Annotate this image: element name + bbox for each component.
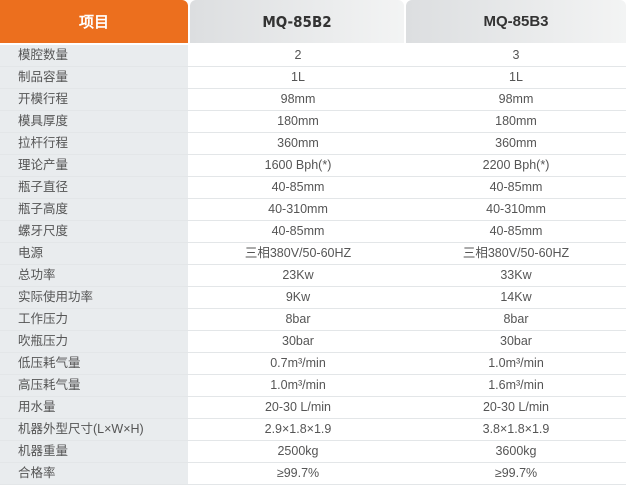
row-label: 制品容量	[0, 67, 188, 88]
value-model-a: 8bar	[285, 312, 311, 326]
value-model-a: 20-30 L/min	[264, 400, 331, 414]
table-row: 总功率 23Kw 33Kw	[0, 265, 626, 287]
row-label: 用水量	[0, 397, 188, 418]
value-model-b: 1L	[509, 70, 523, 84]
value-model-b: 360mm	[495, 136, 537, 150]
value-model-b: 33Kw	[500, 268, 532, 282]
table-row: 模腔数量 2 3	[0, 45, 626, 67]
value-model-a: 2.9×1.8×1.9	[264, 422, 332, 436]
table-row: 开模行程 98mm 98mm	[0, 89, 626, 111]
value-model-b: 3600kg	[495, 444, 537, 458]
row-label: 高压耗气量	[0, 375, 188, 396]
value-model-b: 40-85mm	[489, 224, 543, 238]
value-model-a: 2	[294, 48, 302, 62]
value-model-b: 180mm	[495, 114, 537, 128]
value-model-b: 1.6m³/min	[488, 378, 544, 392]
table-row: 机器重量 2500kg 3600kg	[0, 441, 626, 463]
row-label: 机器外型尺寸(L×W×H)	[0, 419, 188, 440]
row-label: 模具厚度	[0, 111, 188, 132]
value-model-b: 3	[512, 48, 520, 62]
value-model-b: 98mm	[498, 92, 534, 106]
row-label: 合格率	[0, 463, 188, 484]
value-model-a: 0.7m³/min	[270, 356, 326, 370]
row-label: 模腔数量	[0, 45, 188, 66]
table-row: 拉杆行程 360mm 360mm	[0, 133, 626, 155]
table-row: 低压耗气量 0.7m³/min 1.0m³/min	[0, 353, 626, 375]
value-model-a: 三相380V/50-60HZ	[244, 246, 352, 260]
value-model-a: 23Kw	[282, 268, 314, 282]
value-model-b: 14Kw	[500, 290, 532, 304]
row-label: 低压耗气量	[0, 353, 188, 374]
value-model-a: 9Kw	[285, 290, 311, 304]
table-row: 理论产量 1600 Bph(*) 2200 Bph(*)	[0, 155, 626, 177]
row-label: 实际使用功率	[0, 287, 188, 308]
row-label: 总功率	[0, 265, 188, 286]
header-model-b: MQ-85B3	[406, 0, 626, 43]
value-model-a: 1600 Bph(*)	[264, 158, 332, 172]
row-label: 电源	[0, 243, 188, 264]
value-model-b: 40-85mm	[489, 180, 543, 194]
value-model-a: 40-85mm	[271, 224, 325, 238]
value-model-a: 1.0m³/min	[270, 378, 326, 392]
row-label: 瓶子高度	[0, 199, 188, 220]
header-model-a: MQ-85B2	[190, 0, 404, 43]
spec-table: 模腔数量 2 3 制品容量 1L 1L 开模行程 98mm 98mm 模具厚度 180mm 180mm…	[0, 45, 626, 485]
value-model-a: 30bar	[282, 334, 314, 348]
value-model-b: 三相380V/50-60HZ	[462, 246, 570, 260]
row-label: 螺牙尺度	[0, 221, 188, 242]
table-row: 高压耗气量 1.0m³/min 1.6m³/min	[0, 375, 626, 397]
value-model-b: 2200 Bph(*)	[482, 158, 550, 172]
row-label: 机器重量	[0, 441, 188, 462]
row-label: 吹瓶压力	[0, 331, 188, 352]
row-label: 开模行程	[0, 89, 188, 110]
table-row: 实际使用功率 9Kw 14Kw	[0, 287, 626, 309]
table-row: 模具厚度 180mm 180mm	[0, 111, 626, 133]
value-model-b: 3.8×1.8×1.9	[482, 422, 550, 436]
row-label: 瓶子直径	[0, 177, 188, 198]
value-model-b: 30bar	[500, 334, 532, 348]
header-item: 项目	[0, 0, 188, 43]
value-model-a: 360mm	[277, 136, 319, 150]
table-row: 制品容量 1L 1L	[0, 67, 626, 89]
value-model-a: 2500kg	[277, 444, 319, 458]
table-row: 工作压力 8bar 8bar	[0, 309, 626, 331]
value-model-b: 8bar	[503, 312, 529, 326]
table-row: 吹瓶压力 30bar 30bar	[0, 331, 626, 353]
value-model-a: 1L	[291, 70, 305, 84]
table-row: 瓶子直径 40-85mm 40-85mm	[0, 177, 626, 199]
table-row: 用水量 20-30 L/min 20-30 L/min	[0, 397, 626, 419]
row-label: 理论产量	[0, 155, 188, 176]
table-row: 电源 三相380V/50-60HZ 三相380V/50-60HZ	[0, 243, 626, 265]
value-model-a: 40-310mm	[268, 202, 328, 216]
value-model-a: 98mm	[280, 92, 316, 106]
table-row: 机器外型尺寸(L×W×H) 2.9×1.8×1.9 3.8×1.8×1.9	[0, 419, 626, 441]
value-model-b: 1.0m³/min	[488, 356, 544, 370]
value-model-a: 40-85mm	[271, 180, 325, 194]
value-model-a: 180mm	[277, 114, 319, 128]
table-row: 螺牙尺度 40-85mm 40-85mm	[0, 221, 626, 243]
row-label: 拉杆行程	[0, 133, 188, 154]
value-model-a: ≥99.7%	[276, 466, 320, 480]
value-model-b: 20-30 L/min	[482, 400, 549, 414]
table-row: 瓶子高度 40-310mm 40-310mm	[0, 199, 626, 221]
value-model-b: 40-310mm	[486, 202, 546, 216]
table-row: 合格率 ≥99.7% ≥99.7%	[0, 463, 626, 485]
value-model-b: ≥99.7%	[494, 466, 538, 480]
row-label: 工作压力	[0, 309, 188, 330]
